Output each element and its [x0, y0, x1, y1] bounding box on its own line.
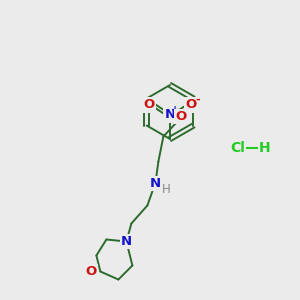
Text: N: N — [164, 109, 175, 122]
Text: H: H — [259, 141, 271, 155]
Text: Cl: Cl — [231, 141, 245, 155]
Text: O: O — [143, 98, 155, 112]
Text: O: O — [176, 110, 187, 123]
Text: N: N — [121, 235, 132, 248]
Text: -: - — [196, 95, 200, 105]
Text: O: O — [86, 265, 97, 278]
Text: O: O — [185, 98, 197, 112]
Text: +: + — [171, 105, 179, 115]
Text: H: H — [162, 183, 171, 196]
Text: N: N — [150, 177, 161, 190]
